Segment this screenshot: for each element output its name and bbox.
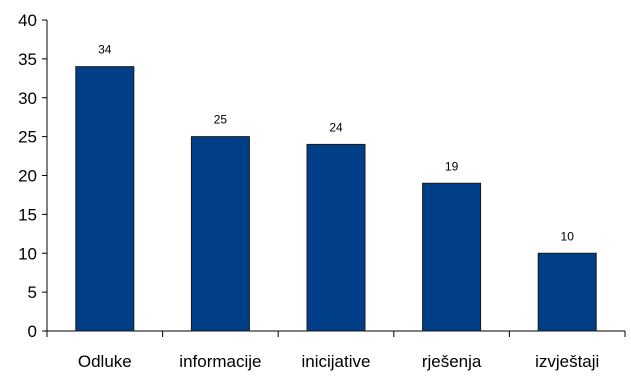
y-tick-label: 15 bbox=[18, 205, 37, 224]
y-axis: 0 5 10 15 20 25 30 35 40 bbox=[18, 11, 48, 341]
y-tick-label: 35 bbox=[18, 50, 37, 69]
data-labels: 34 25 24 19 10 bbox=[98, 43, 574, 244]
bar bbox=[190, 136, 250, 332]
bar bbox=[422, 182, 482, 332]
category-label: inicijative bbox=[302, 352, 371, 371]
bar bbox=[537, 252, 597, 332]
category-label: izvještaji bbox=[535, 352, 599, 371]
category-label: rješenja bbox=[422, 352, 482, 371]
category-label: informacije bbox=[179, 352, 261, 371]
y-tick-label: 5 bbox=[28, 283, 37, 302]
category-label: Odluke bbox=[78, 352, 132, 371]
bar bbox=[306, 143, 366, 332]
bar-value-label: 19 bbox=[445, 159, 459, 173]
y-tick-label: 40 bbox=[18, 11, 37, 30]
bar-value-label: 10 bbox=[561, 229, 575, 243]
x-axis bbox=[42, 330, 626, 337]
bars bbox=[75, 66, 597, 332]
bar-value-label: 25 bbox=[214, 113, 228, 127]
bar bbox=[75, 66, 135, 332]
category-labels: Odluke informacije inicijative rješenja izvj… bbox=[78, 352, 599, 371]
y-tick-label: 20 bbox=[18, 167, 37, 186]
bar-value-label: 24 bbox=[329, 120, 343, 134]
y-tick-label: 10 bbox=[18, 244, 37, 263]
y-tick-label: 0 bbox=[28, 322, 37, 341]
y-tick-label: 25 bbox=[18, 128, 37, 147]
y-tick-label: 30 bbox=[18, 89, 37, 108]
bar-value-label: 34 bbox=[98, 43, 112, 57]
